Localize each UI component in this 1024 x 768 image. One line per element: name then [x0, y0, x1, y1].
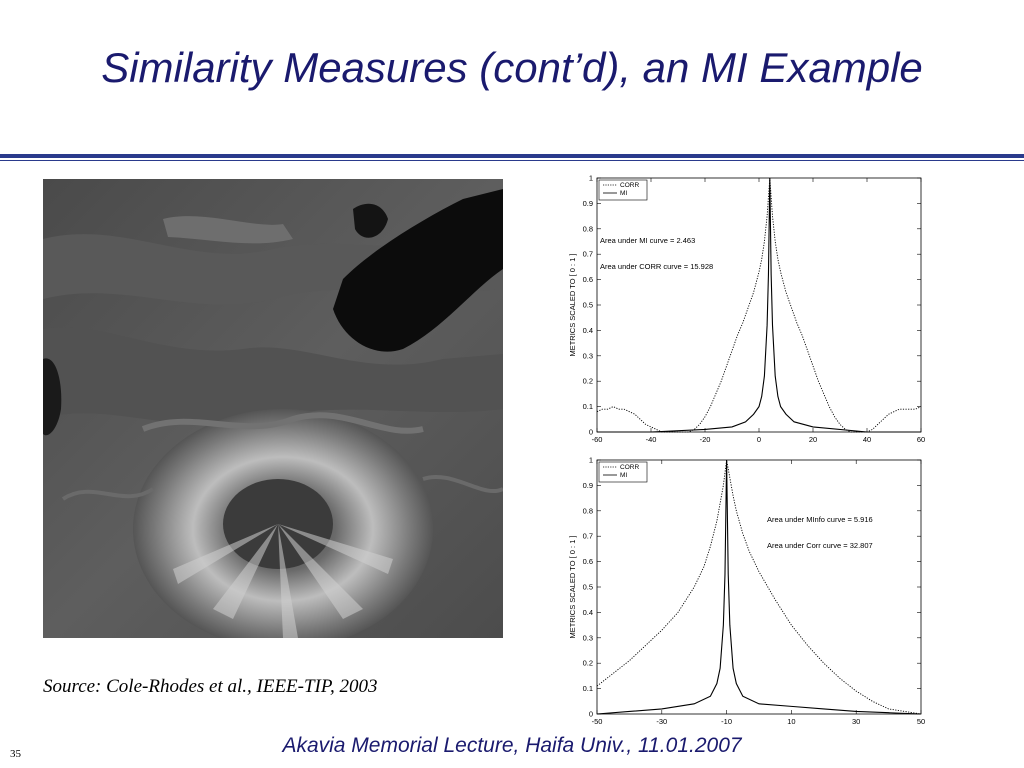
footer-text: Akavia Memorial Lecture, Haifa Univ., 11…: [282, 734, 742, 757]
chart-bottom-ytick-label: 0.7: [583, 532, 593, 541]
chart-top-annotation: Area under CORR curve = 15.928: [600, 262, 713, 271]
chart-top: 0 0.1 0.2 0.3 0.4 0.5 0.6 0.7 0.8 0.9 1 -60 -40 -20 0 2…: [563, 170, 933, 450]
chart-bottom-ytick-label: 0: [589, 710, 593, 719]
chart-top-xtick-label: 60: [917, 435, 925, 444]
chart-bottom-ytick-label: 0.4: [583, 608, 593, 617]
chart-top-xtick-label: 20: [809, 435, 817, 444]
chart-top-ytick-label: 0.9: [583, 199, 593, 208]
chart-top-plot-frame: [596, 177, 922, 433]
chart-top-xtick-label: 40: [863, 435, 871, 444]
chart-bottom-legend-label-mi: MI: [620, 472, 627, 479]
chart-bottom: 0 0.1 0.2 0.3 0.4 0.5 0.6 0.7 0.8 0.9 1 -50 -30 -10 10…: [563, 452, 933, 732]
chart-top-ytick-label: 1: [589, 174, 593, 183]
chart-bottom-ytick-label: 0.8: [583, 506, 593, 515]
chart-bottom-ytick-label: 0.6: [583, 557, 593, 566]
chart-top-series-mi: [597, 177, 921, 433]
chart-top-annotation: Area under MI curve = 2.463: [600, 236, 695, 245]
chart-top-ytick-label: 0.2: [583, 377, 593, 386]
chart-top-xtick-label: -60: [592, 435, 603, 444]
chart-top-series-corr: [596, 177, 922, 433]
chart-bottom-series-mi: [596, 459, 922, 715]
chart-bottom-annotation: Area under Corr curve = 32.807: [767, 541, 873, 550]
source-citation: Source: Cole-Rhodes et al., IEEE-TIP, 20…: [43, 676, 378, 697]
chart-bottom-xtick-label: 30: [852, 717, 860, 726]
chart-top-ytick-label: 0.8: [583, 224, 593, 233]
slide-title: Similarity Measures (cont’d), an MI Exam…: [101, 44, 923, 91]
chart-bottom-ytick-label: 0.9: [583, 481, 593, 490]
chart-bottom-xtick-label: 50: [917, 717, 925, 726]
chart-top-ytick-label: 0.4: [583, 326, 593, 335]
chart-top-legend-label-corr: CORR: [620, 182, 639, 189]
chart-bottom-ylabel: METRICS SCALED TO [ 0 : 1 ]: [568, 535, 577, 638]
chart-bottom-xtick-label: 10: [787, 717, 795, 726]
chart-bottom-series-corr: [596, 459, 922, 715]
chart-bottom-ytick-label: 0.3: [583, 633, 593, 642]
chart-bottom-xtick-label: -50: [592, 717, 603, 726]
page-number: 35: [10, 748, 21, 760]
chart-top-ylabel: METRICS SCALED TO [ 0 : 1 ]: [568, 253, 577, 356]
chart-top-ytick-label: 0.3: [583, 351, 593, 360]
chart-bottom-ytick-label: 0.5: [583, 583, 593, 592]
chart-bottom-svg: 0 0.1 0.2 0.3 0.4 0.5 0.6 0.7 0.8 0.9 1 -50 -30 -10 10…: [568, 456, 925, 727]
chart-bottom-ytick-label: 0.1: [583, 684, 593, 693]
chart-top-svg: 0 0.1 0.2 0.3 0.4 0.5 0.6 0.7 0.8 0.9 1 -60 -40 -20 0 2…: [568, 174, 925, 445]
chart-bottom-ytick-label: 0.2: [583, 659, 593, 668]
chart-bottom-plot-frame: [596, 459, 922, 715]
chart-bottom-xtick-label: -10: [721, 717, 732, 726]
chart-bottom-xtick-label: -30: [656, 717, 667, 726]
volcano-satellite-image: [43, 179, 503, 638]
title-divider-thick: [0, 154, 1024, 158]
chart-bottom-annotation: Area under MInfo curve = 5.916: [767, 515, 873, 524]
chart-top-xtick-label: 0: [757, 435, 761, 444]
title-divider-thin: [0, 160, 1024, 161]
chart-top-xtick-label: -20: [700, 435, 711, 444]
chart-top-ytick-label: 0.6: [583, 275, 593, 284]
volcano-image-drawing: [43, 179, 503, 638]
chart-top-ytick-label: 0: [589, 428, 593, 437]
chart-bottom-legend-label-corr: CORR: [620, 464, 639, 471]
chart-top-ytick-label: 0.7: [583, 250, 593, 259]
chart-top-legend-label-mi: MI: [620, 190, 627, 197]
chart-bottom-ytick-label: 1: [589, 456, 593, 465]
chart-top-ytick-label: 0.5: [583, 301, 593, 310]
chart-top-xtick-label: -40: [646, 435, 657, 444]
chart-top-ytick-label: 0.1: [583, 402, 593, 411]
